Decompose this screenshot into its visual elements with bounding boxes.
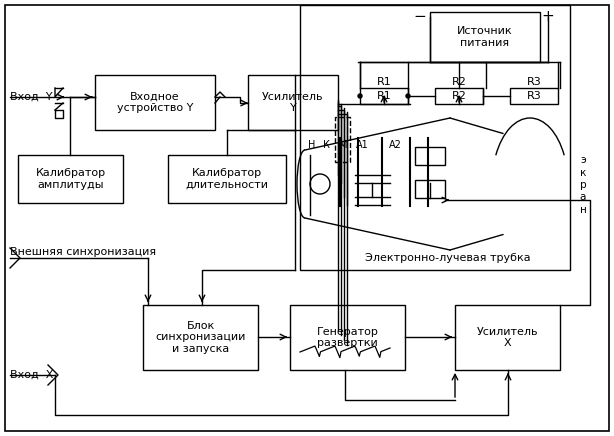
Text: A1: A1 [356,140,368,150]
Text: Усилитель
X: Усилитель X [476,327,538,348]
Bar [143,305,258,370]
Bar [168,155,286,203]
Text: К: К [322,140,330,150]
Bar [360,88,408,104]
Bar [248,75,338,130]
Bar [290,305,405,370]
Text: Блок
синхронизации
и запуска: Блок синхронизации и запуска [155,321,246,354]
Bar [300,5,570,270]
Text: Н: Н [308,140,316,150]
Text: −: − [414,10,426,24]
Text: R3: R3 [527,77,542,87]
Text: +: + [542,10,554,24]
Text: Усилитель
Y: Усилитель Y [262,92,324,113]
Circle shape [406,94,410,98]
Text: Источник
питания: Источник питания [457,26,513,48]
Text: Калибратор
амплитуды: Калибратор амплитуды [36,168,106,190]
Bar [335,117,350,162]
Text: Калибратор
длительности: Калибратор длительности [185,168,268,190]
Text: Входное
устройство Y: Входное устройство Y [117,92,193,113]
Text: Внешняя синхронизация: Внешняя синхронизация [10,247,156,257]
Text: R2: R2 [451,91,467,101]
Text: R1: R1 [376,91,391,101]
Text: R2: R2 [451,77,467,87]
Text: R3: R3 [527,91,542,101]
Text: э
к
р
a
н: э к р a н [580,155,586,215]
Text: Вход  Y: Вход Y [10,92,53,102]
Bar [455,305,560,370]
Text: Электронно-лучевая трубка: Электронно-лучевая трубка [365,253,530,263]
Text: М: М [339,140,348,150]
Text: Вход  X: Вход X [10,370,53,380]
Bar [95,75,215,130]
Bar [415,147,445,165]
Bar [510,88,558,104]
Bar [430,12,540,62]
Bar [415,180,445,198]
Text: R1: R1 [376,77,391,87]
Circle shape [358,94,362,98]
Text: A2: A2 [389,140,402,150]
Bar [18,155,123,203]
Text: Генератор
развертки: Генератор развертки [317,327,378,348]
Bar [435,88,483,104]
